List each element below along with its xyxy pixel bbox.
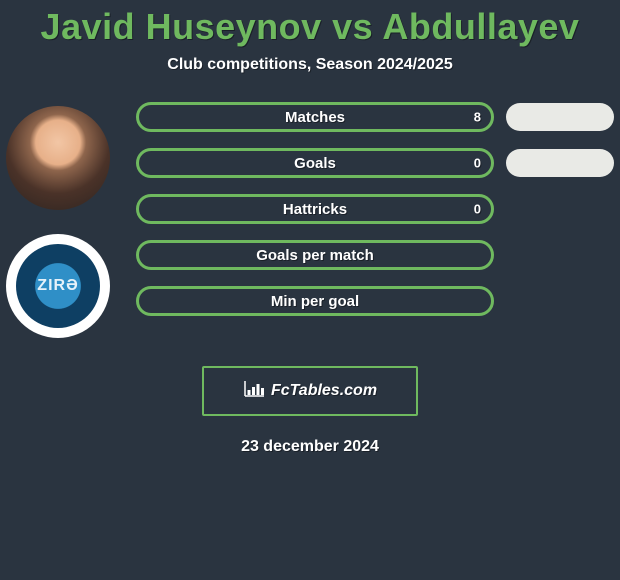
stat-label: Matches xyxy=(285,109,345,126)
stat-label: Goals xyxy=(294,155,336,172)
stat-bar: Goals per match xyxy=(136,240,494,270)
content-row: ZIRƏ Matches 8 Goals 0 xyxy=(0,102,620,338)
stat-label: Goals per match xyxy=(256,247,374,264)
stat-row-goals-per-match: Goals per match xyxy=(136,240,614,270)
bar-chart-icon xyxy=(243,380,265,403)
stat-bar: Goals 0 xyxy=(136,148,494,178)
brand-box: FcTables.com xyxy=(202,366,418,416)
club-badge: ZIRƏ xyxy=(16,244,100,328)
stat-value: 0 xyxy=(474,156,481,171)
stat-row-goals: Goals 0 xyxy=(136,148,614,178)
page-title: Javid Huseynov vs Abdullayev xyxy=(0,6,620,48)
stat-bar: Matches 8 xyxy=(136,102,494,132)
page-subtitle: Club competitions, Season 2024/2025 xyxy=(0,56,620,74)
avatar-column: ZIRƏ xyxy=(6,102,110,338)
player-1-avatar xyxy=(6,106,110,210)
stat-bar: Min per goal xyxy=(136,286,494,316)
stat-bar: Hattricks 0 xyxy=(136,194,494,224)
compare-pill xyxy=(506,149,614,177)
date-text: 23 december 2024 xyxy=(0,438,620,456)
compare-pill xyxy=(506,103,614,131)
brand-text: FcTables.com xyxy=(271,382,377,400)
stat-row-hattricks: Hattricks 0 xyxy=(136,194,614,224)
infographic-root: Javid Huseynov vs Abdullayev Club compet… xyxy=(0,0,620,580)
stat-row-min-per-goal: Min per goal xyxy=(136,286,614,316)
stat-row-matches: Matches 8 xyxy=(136,102,614,132)
stat-value: 8 xyxy=(474,110,481,125)
player-2-avatar: ZIRƏ xyxy=(6,234,110,338)
stats-column: Matches 8 Goals 0 Hattricks 0 xyxy=(136,102,614,316)
stat-value: 0 xyxy=(474,202,481,217)
stat-label: Min per goal xyxy=(271,293,359,310)
stat-label: Hattricks xyxy=(283,201,347,218)
club-badge-text: ZIRƏ xyxy=(37,277,78,295)
